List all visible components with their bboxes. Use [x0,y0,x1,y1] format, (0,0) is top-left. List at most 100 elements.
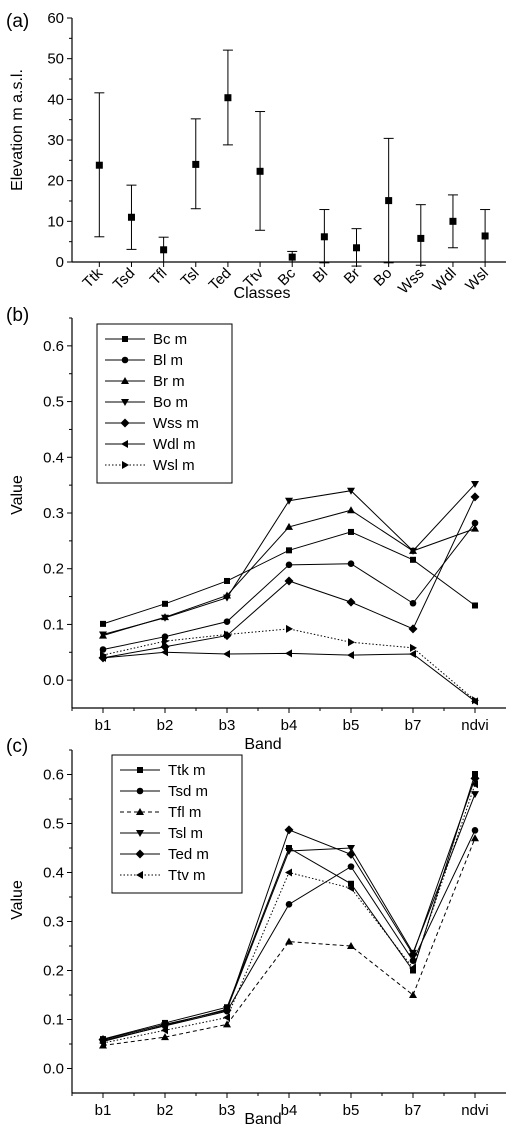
panel-c-legend-box [111,754,243,894]
panel-b-data-point [409,547,417,555]
panel-b-legend: Bc m Bl m Br m Bo m Wss m Wdl m Wsl m [96,323,233,484]
panel-c-data-point [347,863,355,870]
panel-c-data-point [285,901,293,908]
panel-b-legend-marker [122,336,128,342]
panel-b-data-point [161,614,169,622]
panel-c-x-tick-label: b1 [95,1102,112,1119]
panel-c-series [99,834,479,1049]
data-point [449,217,457,225]
data-point [288,253,296,261]
panel-b-data-point [409,649,416,658]
panel-c-data-point [347,884,354,893]
panel-c-series [99,780,478,1048]
panel-a-chart: (a) Classes Elevation m a.s.l. 0 10 20 30 40… [6,10,506,302]
panel-b-data-point [285,522,293,530]
panel-c-legend-marker [136,830,144,837]
panel-b-data-point [346,597,356,607]
panel-b-y-tick-label: 0.2 [43,561,64,578]
panel-c-y-tick-label: 0.0 [43,1061,64,1078]
panel-c-x-tick-label: b3 [219,1102,236,1119]
panel-c-y-axis-title: Value [9,880,26,920]
panel-b-data-point [347,487,355,495]
panel-b-data-point [347,651,354,660]
panel-b-chart: (b) Band Value 0.0 0.1 0.2 0.3 0.4 0.5 0.6 b1 b2… [6,305,506,753]
panel-c-legend-marker [136,787,144,795]
panel-b-y-tick-label: 0.3 [43,505,64,522]
panel-a-x-tick-label: Ted [206,265,235,294]
panel-a-y-tick-label: 50 [47,51,64,68]
panel-b-legend-label: Wss m [153,415,199,432]
panel-c-series [98,773,480,1045]
panel-b-legend-marker [120,418,130,428]
panel-b-data-point [347,506,355,514]
panel-c-y-tick-label: 0.3 [43,914,64,931]
panel-c-legend: Ttk m Tsd m Tfl m Tsl m Ted m Ttv m [111,754,243,894]
panel-b-x-tick-label: b7 [405,717,422,734]
panel-b-data-point [409,599,417,607]
panel-b-x-tick-label: b4 [281,717,298,734]
panel-b-series [100,528,478,627]
panel-c-data-point [285,868,292,877]
panel-c-data-point [470,773,480,783]
panel-b-data-point [223,594,231,602]
panel-a-x-tick-label: Br [341,265,364,288]
panel-c-y-tick-label: 0.2 [43,963,64,980]
panel-c-legend-label: Ttv m [168,867,206,884]
panel-b-x-tick-label: ndvi [461,717,489,734]
panel-a-y-tick-label: 60 [47,10,64,27]
panel-b-series-line [102,483,476,635]
data-point [353,244,361,252]
panel-b-data-point [472,602,478,609]
panel-c-data-point [285,847,293,855]
panel-b-y-tick-label: 0.5 [43,394,64,411]
panel-c-data-point [161,1033,169,1041]
panel-b-y-tick-label: 0.1 [43,616,64,633]
data-point [385,197,393,205]
panel-c-x-tick-label: b4 [281,1102,298,1119]
panel-b-legend-label: Bo m [153,394,188,411]
panel-c-data-point [160,1019,170,1029]
panel-b-data-point [347,560,355,567]
panel-c-data-point [409,964,416,973]
panel-a-x-tick-label: Wsl [462,265,492,295]
panel-a-x-tick-label: Bo [370,265,395,290]
panel-b-series [99,648,478,706]
panel-c-data-point [222,1005,232,1015]
panel-c-legend-label: Tfl m [168,804,201,821]
panel-b-legend-marker [121,356,129,364]
panel-b-y-tick-label: 0.6 [43,338,64,355]
panel-b-series [99,519,479,653]
panel-b-legend-label: Wdl m [153,436,196,453]
panel-b-legend-marker [121,377,129,384]
panel-b-data-point [471,519,479,527]
panel-c-data-point [223,1013,230,1022]
panel-b-data-point [99,631,107,639]
panel-c-x-tick-label: b5 [343,1102,360,1119]
panel-b-y-tick-label: 0.0 [43,672,64,689]
panel-c-y-tick-label: 0.1 [43,1012,64,1029]
panel-c-legend-label: Tsl m [168,825,203,842]
panel-a-x-tick-label: Wdl [429,265,459,295]
panel-c-label: (c) [6,736,28,757]
panel-a-x-tick-label: Tfl [147,265,171,289]
panel-c-legend-label: Tsd m [168,783,208,800]
panel-b-legend-label: Bc m [153,331,187,348]
panel-b-data-point [410,556,416,563]
panel-b-legend-marker [121,399,129,406]
panel-c-data-point [161,1026,168,1035]
panel-c-data-point [347,845,355,852]
panel-a-y-tick-label: 0 [56,254,64,271]
panel-c-y-tick-label: 0.5 [43,816,64,833]
panel-b-legend-label: Bl m [153,352,183,369]
panel-c-data-point [408,949,418,959]
panel-b-data-point [160,642,170,652]
panel-a-y-axis-title: Elevation m a.s.l. [9,69,26,191]
panel-b-legend-box [96,323,233,484]
panel-b-legend-marker [121,440,128,448]
panel-b-y-tick-label: 0.4 [43,449,64,466]
panel-c-data-point [471,834,479,842]
panel-a-x-tick-label: Tsl [178,265,203,290]
panel-b-data-point [471,481,479,489]
panel-c-data-point [99,1039,106,1048]
